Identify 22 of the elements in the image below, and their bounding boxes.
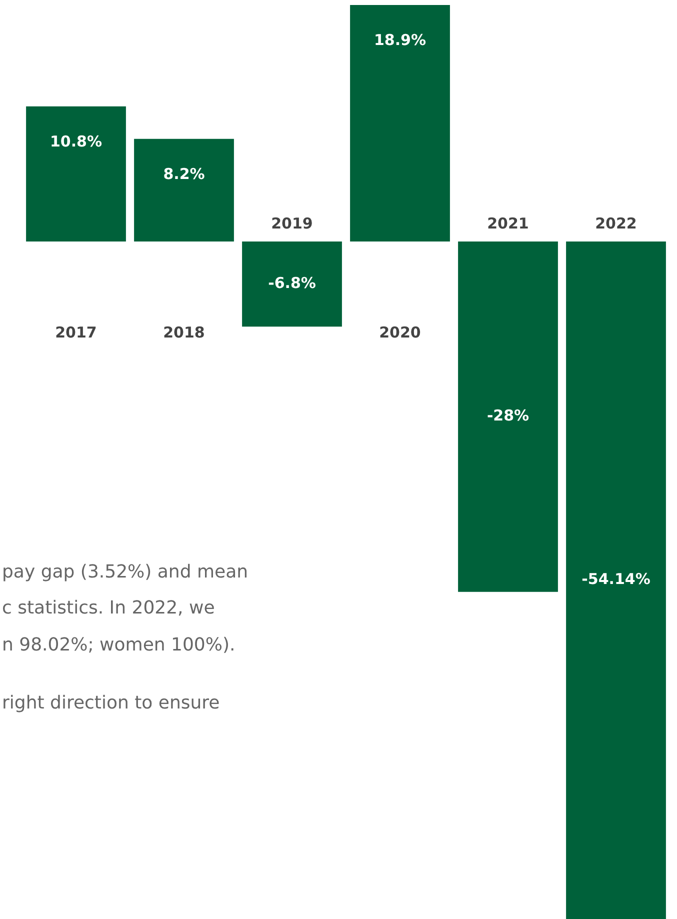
data-label: -28% <box>486 406 530 425</box>
data-label: 10.8% <box>50 132 102 150</box>
annotation: right direction to ensure <box>2 692 220 714</box>
annotation: pay gap (3.52%) and mean <box>2 562 248 583</box>
x-tick-label: 2021 <box>487 214 529 232</box>
x-tick-label: 2022 <box>595 214 637 232</box>
x-tick-label: 2018 <box>163 323 205 342</box>
data-label: -6.8% <box>268 274 316 292</box>
bar <box>458 242 558 592</box>
x-tick-label: 2019 <box>271 214 313 232</box>
data-label: 8.2% <box>163 164 205 183</box>
bar <box>26 106 126 242</box>
x-tick-label: 2017 <box>55 323 97 342</box>
annotation: c statistics. In 2022, we <box>2 598 215 619</box>
annotation: n 98.02%; women 100%). <box>2 634 236 656</box>
bar <box>242 242 342 327</box>
bar <box>350 5 450 242</box>
bar <box>566 242 666 919</box>
data-label: 18.9% <box>374 30 426 49</box>
x-tick-label: 2020 <box>379 323 421 342</box>
data-label: -54.14% <box>582 570 650 588</box>
bar <box>134 138 234 242</box>
